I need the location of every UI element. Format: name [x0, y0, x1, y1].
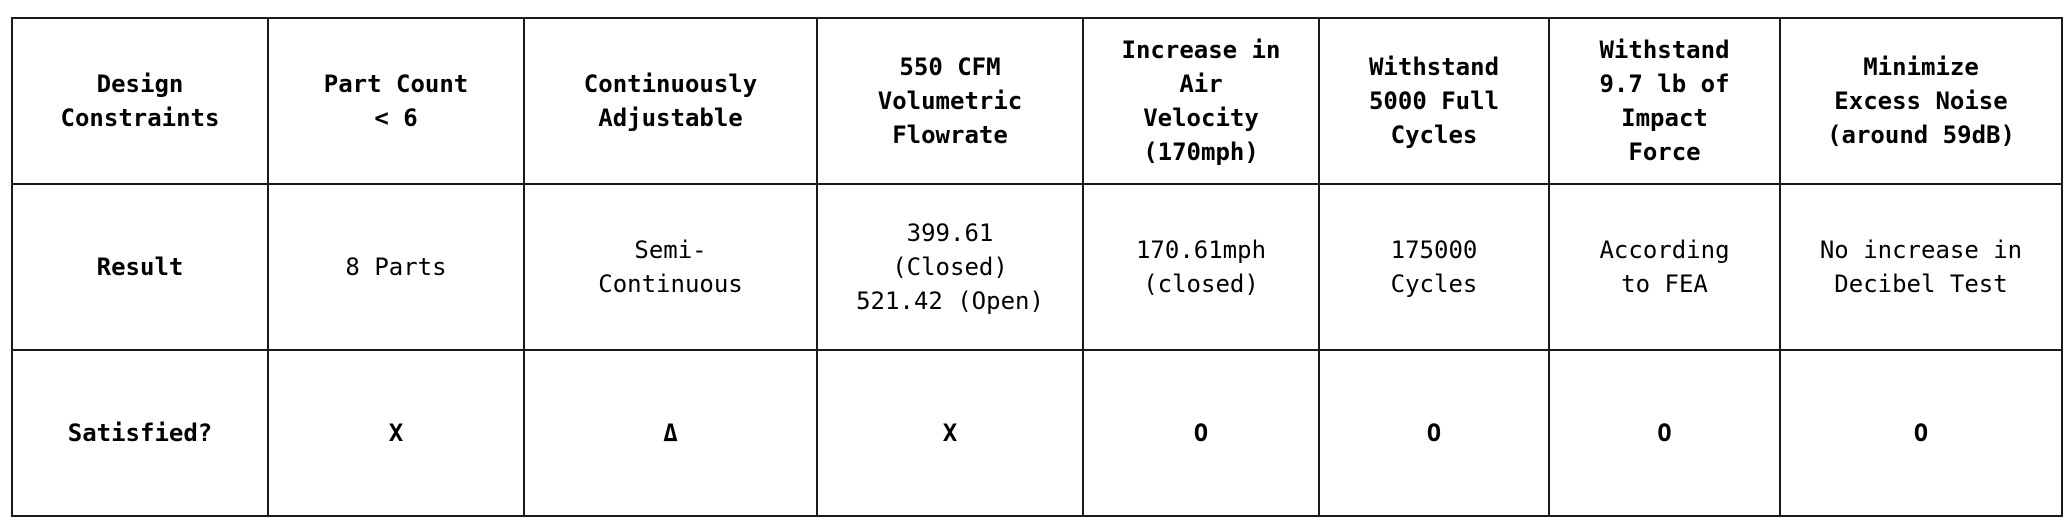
satisfied-full-cycles: O	[1318, 349, 1550, 517]
result-excess-noise: No increase in Decibel Test	[1779, 183, 2063, 351]
satisfied-excess-noise: O	[1779, 349, 2063, 517]
result-continuously-adjustable: Semi- Continuous	[523, 183, 818, 351]
result-row: Result 8 Parts Semi- Continuous 399.61 (…	[11, 183, 2063, 351]
satisfied-continuously-adjustable: Δ	[523, 349, 818, 517]
satisfied-impact-force: O	[1548, 349, 1781, 517]
header-air-velocity: Increase in Air Velocity (170mph)	[1082, 17, 1320, 185]
header-label-cell: Design Constraints	[11, 17, 269, 185]
header-continuously-adjustable: Continuously Adjustable	[523, 17, 818, 185]
satisfied-label-cell: Satisfied?	[11, 349, 269, 517]
result-volumetric-flowrate: 399.61 (Closed) 521.42 (Open)	[816, 183, 1084, 351]
design-constraints-table: Design Constraints Part Count < 6 Contin…	[11, 17, 2063, 517]
satisfied-part-count: X	[267, 349, 525, 517]
header-volumetric-flowrate: 550 CFM Volumetric Flowrate	[816, 17, 1084, 185]
result-air-velocity: 170.61mph (closed)	[1082, 183, 1320, 351]
header-full-cycles: Withstand 5000 Full Cycles	[1318, 17, 1550, 185]
satisfied-row: Satisfied? X Δ X O O O O	[11, 349, 2063, 517]
satisfied-air-velocity: O	[1082, 349, 1320, 517]
result-label-cell: Result	[11, 183, 269, 351]
header-row: Design Constraints Part Count < 6 Contin…	[11, 17, 2063, 185]
header-part-count: Part Count < 6	[267, 17, 525, 185]
header-impact-force: Withstand 9.7 lb of Impact Force	[1548, 17, 1781, 185]
result-impact-force: According to FEA	[1548, 183, 1781, 351]
satisfied-volumetric-flowrate: X	[816, 349, 1084, 517]
result-part-count: 8 Parts	[267, 183, 525, 351]
result-full-cycles: 175000 Cycles	[1318, 183, 1550, 351]
header-excess-noise: Minimize Excess Noise (around 59dB)	[1779, 17, 2063, 185]
